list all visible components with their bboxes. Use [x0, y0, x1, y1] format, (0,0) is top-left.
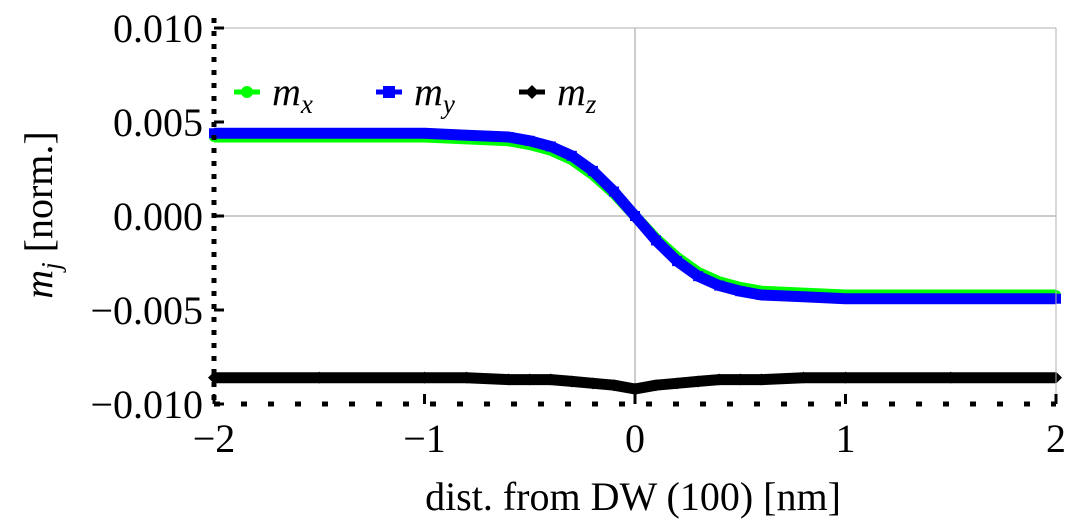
data-point	[503, 132, 514, 143]
legend-marker	[525, 85, 539, 99]
x-tick-label: −1	[403, 416, 446, 461]
data-point	[587, 165, 598, 176]
legend-label: my	[414, 69, 455, 119]
data-point	[734, 373, 747, 386]
data-point	[797, 371, 810, 384]
data-point	[314, 128, 325, 139]
data-point	[756, 289, 767, 300]
data-point	[798, 291, 809, 302]
data-point	[208, 371, 220, 384]
data-point	[671, 377, 684, 390]
y-tick-label: 0.000	[113, 194, 203, 239]
legend-item-mz: mz	[519, 69, 597, 119]
data-point	[313, 371, 326, 384]
data-point	[419, 128, 430, 139]
axis-ticks: −2 −1 0 1 2 0.010 0.005 0.000 −0.005 −0.010	[90, 6, 1066, 461]
y-label-symbol: m	[16, 270, 61, 299]
legend-item-my: my	[376, 69, 455, 119]
y-tick-label: 0.005	[113, 100, 203, 145]
data-point	[524, 135, 535, 146]
x-tick-label: 0	[625, 416, 645, 461]
y-tick-label: −0.010	[90, 382, 203, 427]
data-point	[545, 141, 556, 152]
data-point	[692, 375, 705, 388]
legend-label: mz	[557, 69, 597, 119]
x-axis-label: dist. from DW (100) [nm]	[425, 474, 841, 519]
data-point	[461, 130, 472, 141]
x-tick-label: −2	[193, 416, 236, 461]
data-point	[418, 371, 431, 384]
data-point	[523, 373, 536, 386]
data-point	[502, 373, 515, 386]
data-point	[672, 256, 683, 267]
legend-item-mx: mx	[234, 69, 313, 119]
data-point	[566, 150, 577, 161]
data-point	[714, 280, 725, 291]
data-point	[840, 293, 851, 304]
y-axis-label: mj [norm.]	[16, 131, 66, 298]
legend-label: mx	[272, 69, 313, 119]
x-tick-label: 2	[1046, 416, 1066, 461]
series-layer	[208, 127, 1062, 395]
x-tick-label: 1	[836, 416, 856, 461]
data-point	[755, 373, 768, 386]
plot-frame	[211, 18, 1057, 407]
data-point	[209, 128, 219, 139]
data-point	[693, 271, 704, 282]
data-point	[651, 235, 662, 246]
data-point	[713, 373, 726, 386]
data-point	[460, 371, 473, 384]
legend-marker	[241, 86, 253, 98]
data-point	[944, 371, 957, 384]
y-tick-label: 0.010	[113, 6, 203, 51]
data-point	[586, 377, 599, 390]
data-point	[544, 373, 557, 386]
data-point	[839, 371, 852, 384]
series-my	[209, 127, 1061, 305]
data-point	[607, 379, 620, 392]
data-point	[565, 375, 578, 388]
data-point	[608, 186, 619, 197]
data-point	[735, 286, 746, 297]
y-label-subscript: j	[36, 262, 66, 273]
y-tick-label: −0.005	[90, 288, 203, 333]
data-point	[629, 382, 641, 395]
data-point	[945, 293, 956, 304]
data-point	[650, 379, 663, 392]
y-label-unit: [norm.]	[16, 131, 61, 262]
data-point	[630, 211, 640, 221]
legend-marker	[383, 86, 395, 98]
legend: mx my mz	[234, 69, 597, 119]
